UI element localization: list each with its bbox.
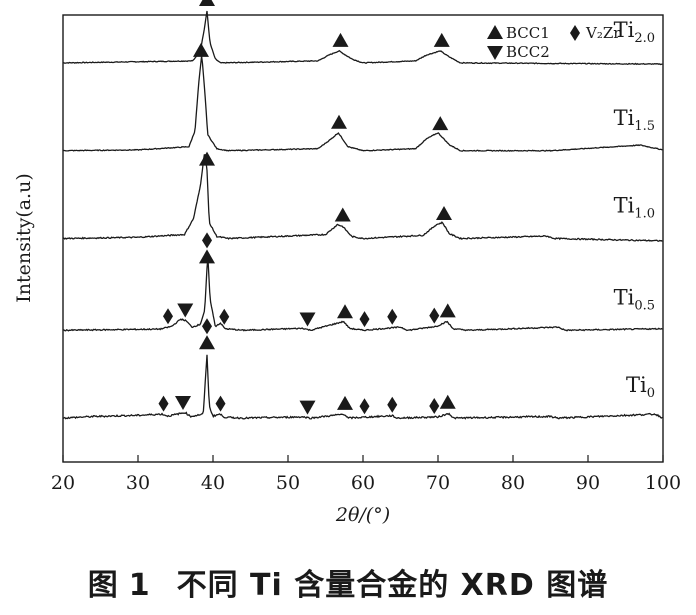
v2zr-marker	[215, 395, 226, 412]
legend-label: BCC2	[506, 43, 550, 61]
x-axis-label: 2θ/(°)	[335, 504, 390, 526]
bcc2-marker	[299, 312, 316, 327]
series-label: Ti0.5	[614, 285, 655, 313]
series-line	[62, 354, 663, 420]
caption-text: 不同 Ti 含量合金的 XRD 图谱	[176, 568, 609, 603]
series-label-subscript: 0.5	[634, 298, 655, 313]
series-label: Ti2.0	[614, 18, 655, 46]
x-tick-label: 100	[645, 472, 681, 494]
legend-marker	[487, 46, 503, 60]
series-label-subscript: 0	[647, 386, 655, 401]
series-line	[62, 10, 663, 66]
bcc1-marker	[199, 0, 215, 7]
legend-label: V₂Zr	[585, 24, 621, 42]
bcc1-marker	[199, 151, 215, 166]
legend-label: BCC1	[506, 24, 550, 42]
bcc1-marker	[439, 394, 456, 409]
series-label-name: Ti	[614, 194, 635, 218]
series-label-name: Ti	[614, 106, 635, 130]
series-label: Ti1.0	[614, 194, 655, 222]
legend-marker	[487, 25, 503, 39]
x-tick-label: 50	[276, 472, 300, 494]
bcc1-marker	[193, 42, 209, 57]
bcc1-marker	[439, 303, 456, 318]
x-tick-label: 80	[501, 472, 525, 494]
bcc1-marker	[331, 114, 347, 129]
series-line	[62, 154, 663, 242]
v2zr-marker	[429, 398, 440, 415]
v2zr-marker	[387, 308, 398, 325]
v2zr-marker	[219, 308, 230, 325]
xrd-chart: 20 30 40 50 60 70 80 90 100 Ti2.0Ti1.5Ti1.0Ti0.5…	[13, 0, 681, 526]
series-label-subscript: 1.5	[634, 119, 655, 134]
v2zr-marker	[202, 232, 212, 249]
series-line	[62, 257, 663, 332]
series-label-subscript: 1.0	[634, 207, 655, 222]
legend-marker	[570, 25, 580, 41]
bcc2-marker	[177, 303, 194, 318]
series-label: Ti1.5	[614, 106, 655, 134]
legend: BCC1 V₂Zr BCC2	[487, 24, 621, 61]
caption-number: 1	[128, 568, 151, 603]
v2zr-marker	[163, 308, 173, 325]
bcc1-marker	[199, 249, 215, 264]
bcc1-marker	[332, 32, 349, 47]
bcc2-marker	[175, 395, 191, 410]
v2zr-marker	[387, 396, 398, 413]
v2zr-marker	[202, 318, 212, 335]
bcc1-marker	[433, 32, 450, 47]
v2zr-marker	[429, 307, 440, 324]
v2zr-marker	[158, 395, 169, 412]
figure-caption: 图 1 不同 Ti 含量合金的 XRD 图谱	[0, 560, 696, 604]
x-tick-label: 30	[126, 472, 150, 494]
bcc2-marker	[299, 400, 316, 415]
x-tick-label: 60	[351, 472, 375, 494]
series-label: Ti0	[626, 373, 655, 401]
x-tick-label: 40	[201, 472, 225, 494]
y-axis-label: Intensity(a.u)	[13, 173, 35, 302]
series-line	[62, 55, 663, 152]
v2zr-marker	[359, 311, 370, 328]
series-label-subscript: 2.0	[634, 31, 655, 46]
v2zr-marker	[359, 398, 370, 415]
bcc1-marker	[199, 335, 215, 350]
bcc1-marker	[432, 116, 449, 131]
bcc1-marker	[436, 206, 452, 221]
x-tick-label: 90	[576, 472, 600, 494]
bcc1-marker	[337, 395, 353, 410]
series-layer	[62, 10, 663, 420]
x-tick-label: 20	[51, 472, 75, 494]
series-label-name: Ti	[614, 18, 635, 42]
marker-layer	[158, 0, 456, 415]
caption-prefix: 图	[87, 568, 119, 603]
x-axis: 20 30 40 50 60 70 80 90 100	[51, 455, 681, 494]
bcc1-marker	[334, 207, 351, 222]
series-label-name: Ti	[614, 285, 635, 309]
bcc1-marker	[337, 304, 353, 319]
x-tick-label: 70	[426, 472, 450, 494]
series-label-name: Ti	[626, 373, 647, 397]
